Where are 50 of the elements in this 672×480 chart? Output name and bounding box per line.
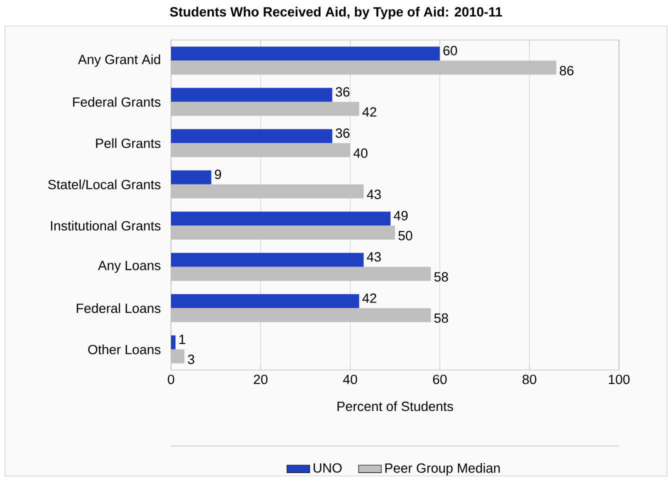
data-label: 86 — [560, 66, 574, 76]
bar — [171, 266, 431, 281]
x-tick-label: 60 — [433, 374, 447, 384]
y-tick-label: Any Loans — [98, 260, 160, 273]
x-tick-label: 0 — [168, 374, 174, 384]
data-label: 50 — [398, 230, 412, 240]
x-tick-label: 20 — [254, 374, 268, 384]
data-label: 36 — [336, 87, 350, 97]
x-axis-title: Percent of Students — [338, 401, 454, 412]
bar — [171, 102, 360, 116]
data-label: 43 — [366, 190, 381, 200]
data-label: 60 — [443, 46, 458, 56]
data-label: 42 — [362, 293, 376, 303]
data-label: 58 — [434, 313, 448, 323]
data-label: 43 — [366, 252, 381, 262]
data-label: 36 — [336, 128, 350, 138]
data-label: 40 — [353, 148, 368, 158]
y-tick-label: Pell Grants — [96, 138, 160, 148]
bar — [171, 170, 212, 184]
data-label: 58 — [434, 272, 448, 282]
data-label: 49 — [394, 210, 408, 220]
x-tick-label: 40 — [343, 374, 358, 384]
bar — [171, 294, 360, 308]
bar — [171, 88, 332, 102]
bar — [171, 143, 350, 158]
bar — [171, 184, 364, 198]
y-tick-label: Institutional Grants — [51, 220, 160, 231]
y-tick-label: Federal Grants — [73, 96, 160, 107]
legend-label: UNO — [314, 463, 342, 473]
bar — [171, 335, 176, 350]
data-label: 9 — [214, 170, 222, 180]
data-label: 42 — [362, 107, 376, 117]
bar — [171, 308, 431, 322]
y-tick-label: Federal Loans — [76, 303, 160, 314]
y-tick-label: Statel/Local Grants — [48, 179, 160, 190]
x-tick-label: 100 — [608, 374, 630, 384]
chart-title: Students Who Received Aid, by Type of Aid: 2010-11 — [170, 6, 502, 20]
bar — [171, 252, 364, 267]
bar — [171, 129, 332, 144]
bar — [171, 46, 440, 61]
bar — [171, 349, 184, 364]
bar — [171, 212, 391, 226]
legend-label: Peer Group Median — [385, 463, 500, 476]
data-label: 1 — [179, 334, 186, 344]
data-label: 3 — [188, 354, 194, 364]
bar — [171, 60, 556, 75]
bar — [171, 226, 395, 240]
y-tick-label: Any Grant Aid — [78, 54, 160, 67]
x-tick-label: 80 — [522, 374, 536, 384]
y-tick-label: Other Loans — [88, 344, 160, 354]
